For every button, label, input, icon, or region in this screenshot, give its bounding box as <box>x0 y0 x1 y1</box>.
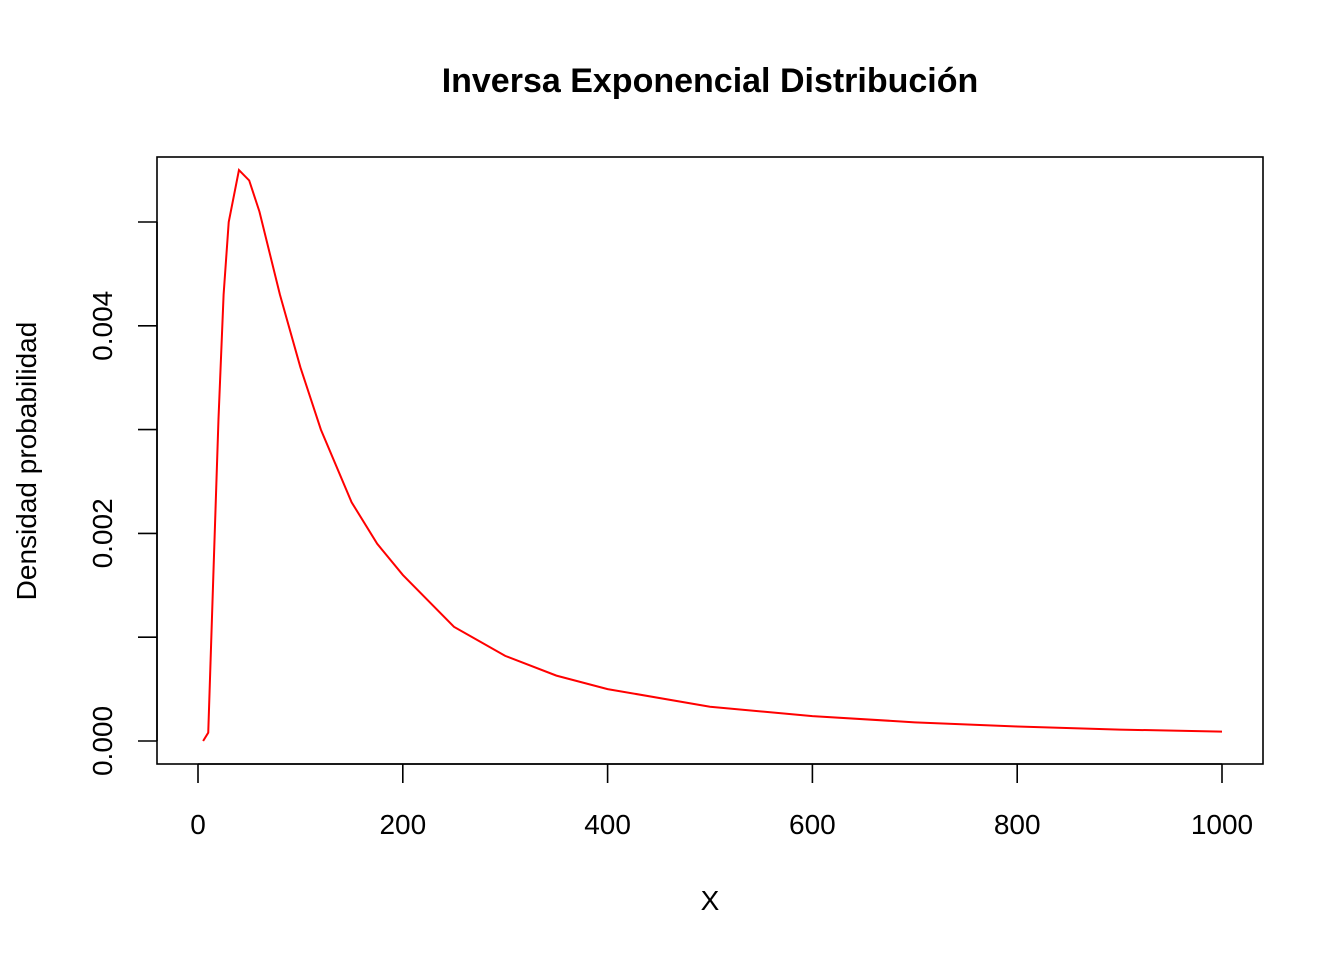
x-tick-label: 1000 <box>1191 809 1253 840</box>
y-tick-label: 0.002 <box>87 498 118 568</box>
x-axis: 0 200 400 600 800 1000 <box>190 763 1253 840</box>
series-layer <box>202 168 1223 742</box>
x-tick-label: 800 <box>994 809 1041 840</box>
x-tick-label: 200 <box>379 809 426 840</box>
y-axis: 0.000 0.002 0.004 <box>87 221 158 776</box>
plot-frame <box>156 156 1264 765</box>
chart-title: Inversa Exponencial Distribución <box>442 62 979 100</box>
y-tick-label: 0.000 <box>87 706 118 776</box>
x-axis-label: X <box>701 885 720 916</box>
series-line <box>202 168 1223 742</box>
x-tick-label: 400 <box>584 809 631 840</box>
x-tick-label: 600 <box>789 809 836 840</box>
y-tick-label: 0.004 <box>87 291 118 361</box>
y-axis-label: Densidad probabilidad <box>11 322 42 601</box>
x-tick-label: 0 <box>190 809 206 840</box>
